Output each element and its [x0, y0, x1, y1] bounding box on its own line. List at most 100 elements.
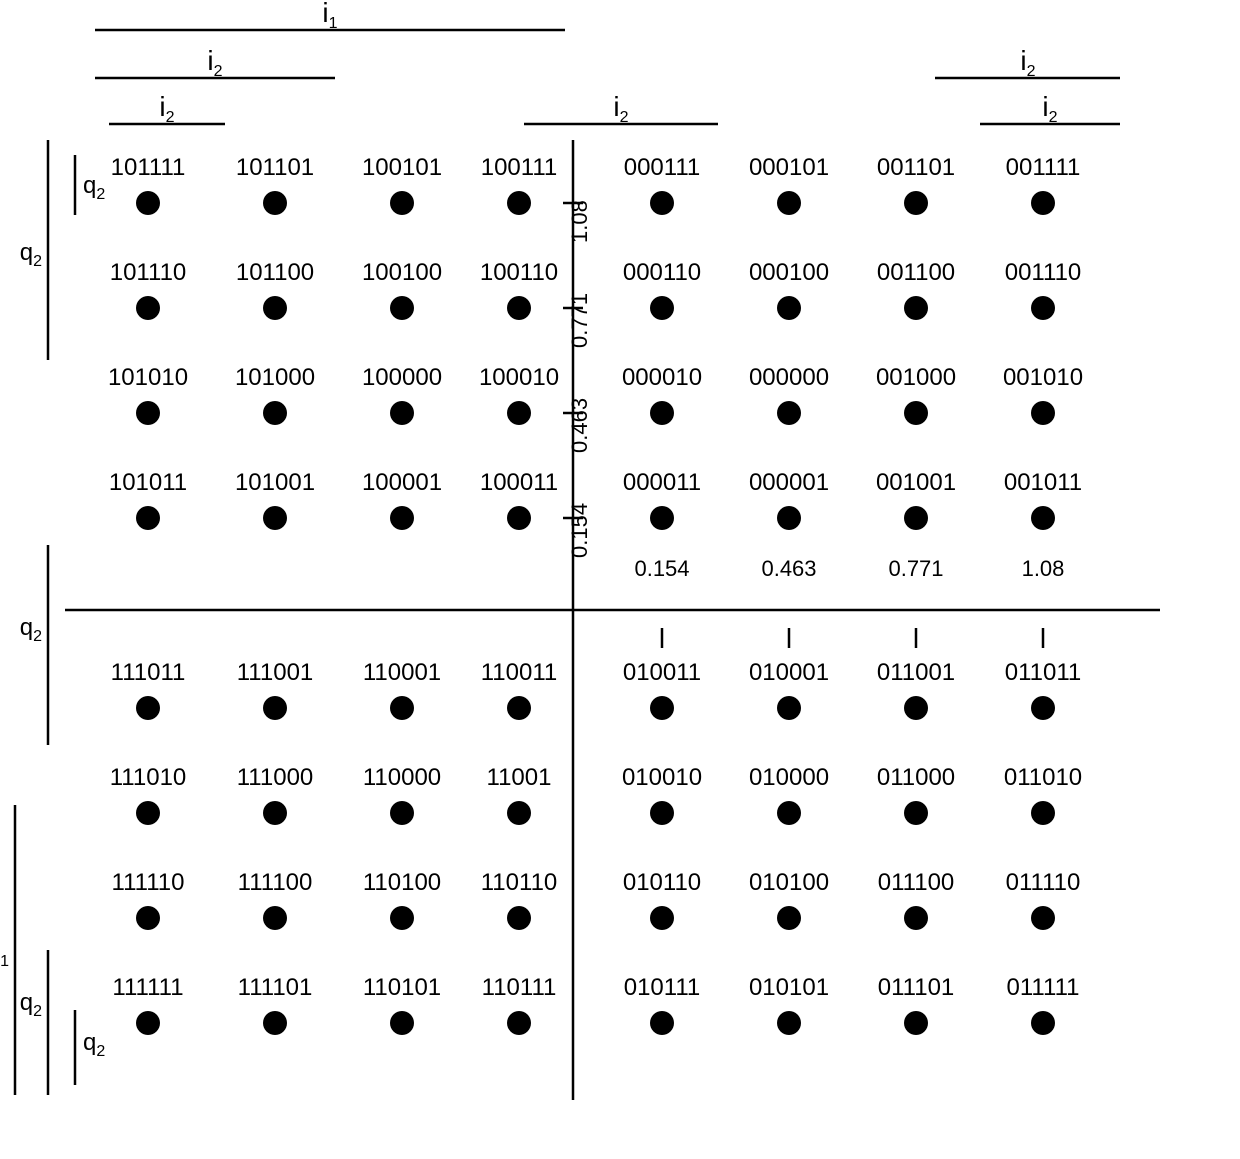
constellation-label: 011001	[877, 659, 955, 686]
i-bracket-label: i2	[613, 91, 628, 126]
y-tick-label: 0.771	[567, 293, 592, 348]
constellation-label: 111111	[112, 974, 183, 1001]
constellation-point	[1031, 401, 1055, 425]
y-tick-label: 0.154	[567, 503, 592, 558]
constellation-label: 011100	[878, 869, 955, 896]
constellation-label: 001100	[877, 259, 955, 286]
constellation-point	[136, 191, 160, 215]
constellation-label: 110101	[363, 974, 441, 1001]
i-bracket-label: i2	[159, 91, 174, 126]
constellation-point	[507, 506, 531, 530]
constellation-point	[507, 401, 531, 425]
constellation-label: 101110	[110, 259, 187, 286]
constellation-point	[777, 296, 801, 320]
constellation-point	[263, 1011, 287, 1035]
constellation-label: 000101	[749, 154, 829, 181]
constellation-label: 010110	[623, 869, 701, 896]
constellation-point	[263, 506, 287, 530]
x-tick-label: 0.771	[888, 556, 943, 581]
constellation-label: 111110	[112, 869, 185, 896]
constellation-label: 010111	[624, 974, 701, 1001]
constellation-label: 110000	[363, 764, 441, 791]
constellation-label: 110001	[363, 659, 441, 686]
constellation-point	[390, 191, 414, 215]
constellation-label: 010100	[749, 869, 829, 896]
constellation-point	[904, 506, 928, 530]
constellation-point	[650, 296, 674, 320]
constellation-label: 100100	[362, 259, 442, 286]
constellation-label: 011010	[1004, 764, 1082, 791]
constellation-point	[136, 296, 160, 320]
constellation-point	[390, 506, 414, 530]
constellation-point	[650, 906, 674, 930]
constellation-label: 100110	[480, 259, 558, 286]
i-bracket-label: i2	[207, 45, 222, 80]
constellation-point	[136, 506, 160, 530]
constellation-label: 101011	[109, 469, 187, 496]
constellation-label: 110111	[482, 974, 557, 1001]
constellation-label: 000010	[622, 364, 702, 391]
constellation-point	[390, 1011, 414, 1035]
constellation-label: 101101	[236, 154, 314, 181]
constellation-label: 100010	[479, 364, 559, 391]
constellation-point	[650, 401, 674, 425]
constellation-label: 101001	[235, 469, 315, 496]
constellation-point	[390, 906, 414, 930]
constellation-point	[263, 906, 287, 930]
constellation-point	[904, 401, 928, 425]
q-bracket-label: q1	[0, 939, 9, 970]
constellation-point	[507, 906, 531, 930]
constellation-point	[650, 1011, 674, 1035]
q-bracket-label: q2	[20, 239, 42, 270]
constellation-point	[507, 696, 531, 720]
constellation-point	[390, 296, 414, 320]
constellation-point	[650, 696, 674, 720]
constellation-point	[136, 696, 160, 720]
constellation-label: 101111	[111, 154, 186, 181]
constellation-label: 100101	[362, 154, 442, 181]
constellation-point	[390, 401, 414, 425]
constellation-label: 001011	[1004, 469, 1082, 496]
constellation-label: 011110	[1006, 869, 1081, 896]
constellation-label: 111001	[237, 659, 314, 686]
constellation-point	[777, 191, 801, 215]
constellation-label: 100011	[480, 469, 558, 496]
q-bracket-label: q2	[83, 1029, 105, 1060]
constellation-label: 111000	[237, 764, 314, 791]
constellation-label: 010001	[749, 659, 829, 686]
constellation-point	[263, 801, 287, 825]
q-bracket-label: q2	[83, 172, 105, 203]
constellation-label: 000111	[624, 154, 701, 181]
constellation-point	[136, 401, 160, 425]
constellation-point	[136, 1011, 160, 1035]
constellation-point	[1031, 1011, 1055, 1035]
constellation-point	[507, 191, 531, 215]
constellation-point	[777, 696, 801, 720]
constellation-point	[263, 191, 287, 215]
constellation-label: 011101	[878, 974, 955, 1001]
constellation-label: 000001	[749, 469, 829, 496]
constellation-point	[904, 906, 928, 930]
constellation-label: 001111	[1006, 154, 1081, 181]
constellation-label: 001000	[876, 364, 956, 391]
y-tick-label: 0.463	[567, 398, 592, 453]
constellation-point	[650, 191, 674, 215]
constellation-point	[777, 506, 801, 530]
constellation-label: 11001	[487, 764, 552, 791]
constellation-label: 000110	[623, 259, 701, 286]
constellation-label: 111011	[111, 659, 186, 686]
constellation-label: 000011	[623, 469, 701, 496]
i-bracket-label: i2	[1020, 45, 1035, 80]
q-bracket-label: q2	[20, 614, 42, 645]
constellation-point	[1031, 506, 1055, 530]
constellation-label: 010000	[749, 764, 829, 791]
constellation-point	[777, 1011, 801, 1035]
i-bracket-label: i1	[322, 0, 337, 32]
constellation-label: 101010	[108, 364, 188, 391]
constellation-label: 101100	[236, 259, 314, 286]
constellation-label: 100111	[481, 154, 558, 181]
constellation-point	[136, 801, 160, 825]
constellation-point	[904, 296, 928, 320]
constellation-point	[507, 296, 531, 320]
constellation-point	[390, 801, 414, 825]
